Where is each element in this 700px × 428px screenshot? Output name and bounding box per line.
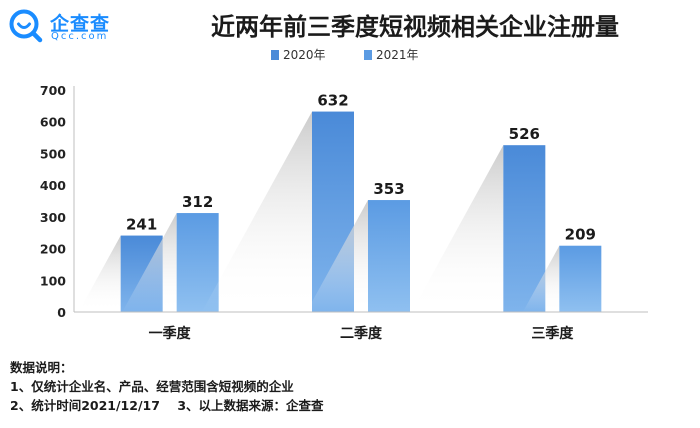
x-category-label: 一季度 — [149, 325, 192, 342]
y-tick-label: 400 — [40, 178, 66, 193]
bar-shadow — [201, 111, 312, 313]
legend-swatch-2020 — [271, 50, 279, 60]
x-category-label: 二季度 — [340, 325, 383, 342]
bar-value-label: 632 — [317, 92, 348, 110]
chart-title: 近两年前三季度短视频相关企业注册量 — [211, 13, 619, 41]
legend-swatch-2021 — [364, 50, 372, 60]
y-tick-label: 300 — [40, 210, 66, 225]
bar-shadow — [78, 235, 121, 312]
bar-shadow — [306, 200, 368, 312]
bar-shadow — [522, 245, 560, 312]
y-tick-label: 100 — [40, 273, 66, 288]
qcc-logo: 企查查 Qcc.com — [8, 6, 140, 46]
bar-value-label: 312 — [182, 193, 213, 211]
bar-value-label: 526 — [509, 125, 540, 143]
legend-label-2021: 2021年 — [376, 48, 419, 62]
data-notes: 数据说明： 1、仅统计企业名、产品、经营范围含短视频的企业 2、统计时间2021… — [10, 358, 324, 415]
y-tick-label: 500 — [40, 146, 66, 161]
notes-line-3-source: 3、以上数据来源：企查查 — [177, 398, 324, 413]
bar-value-label: 209 — [565, 226, 596, 244]
bar-shadow — [122, 213, 177, 312]
bar-value-label: 353 — [373, 180, 404, 198]
bar-2021 — [559, 245, 602, 312]
logo-name-cn: 企查查 — [50, 13, 111, 35]
magnifier-logo-icon — [9, 9, 43, 43]
notes-line-spacer — [160, 398, 177, 413]
y-tick-label: 0 — [57, 305, 66, 320]
notes-heading: 数据说明： — [10, 360, 73, 375]
chart-legend: 2020年 2021年 — [0, 46, 700, 64]
y-tick-label: 700 — [40, 83, 66, 98]
bar-2021 — [368, 200, 410, 312]
notes-line-2-time: 2、统计时间2021/12/17 — [10, 398, 160, 413]
bar-value-label: 241 — [126, 216, 157, 234]
logo-name-en: Qcc.com — [51, 31, 109, 42]
y-tick-label: 200 — [40, 242, 66, 257]
bar-shadow — [411, 145, 504, 312]
legend-label-2020: 2020年 — [283, 48, 326, 62]
y-tick-label: 600 — [40, 115, 66, 130]
x-category-label: 三季度 — [531, 325, 574, 342]
notes-line-2: 2、统计时间2021/12/17 3、以上数据来源：企查查 — [10, 396, 324, 415]
notes-line-1: 1、仅统计企业名、产品、经营范围含短视频的企业 — [10, 379, 294, 394]
bar-chart: 0 100 200 300 400 500 600 700 241 312 一季度 632 353 二季度… — [40, 83, 648, 342]
